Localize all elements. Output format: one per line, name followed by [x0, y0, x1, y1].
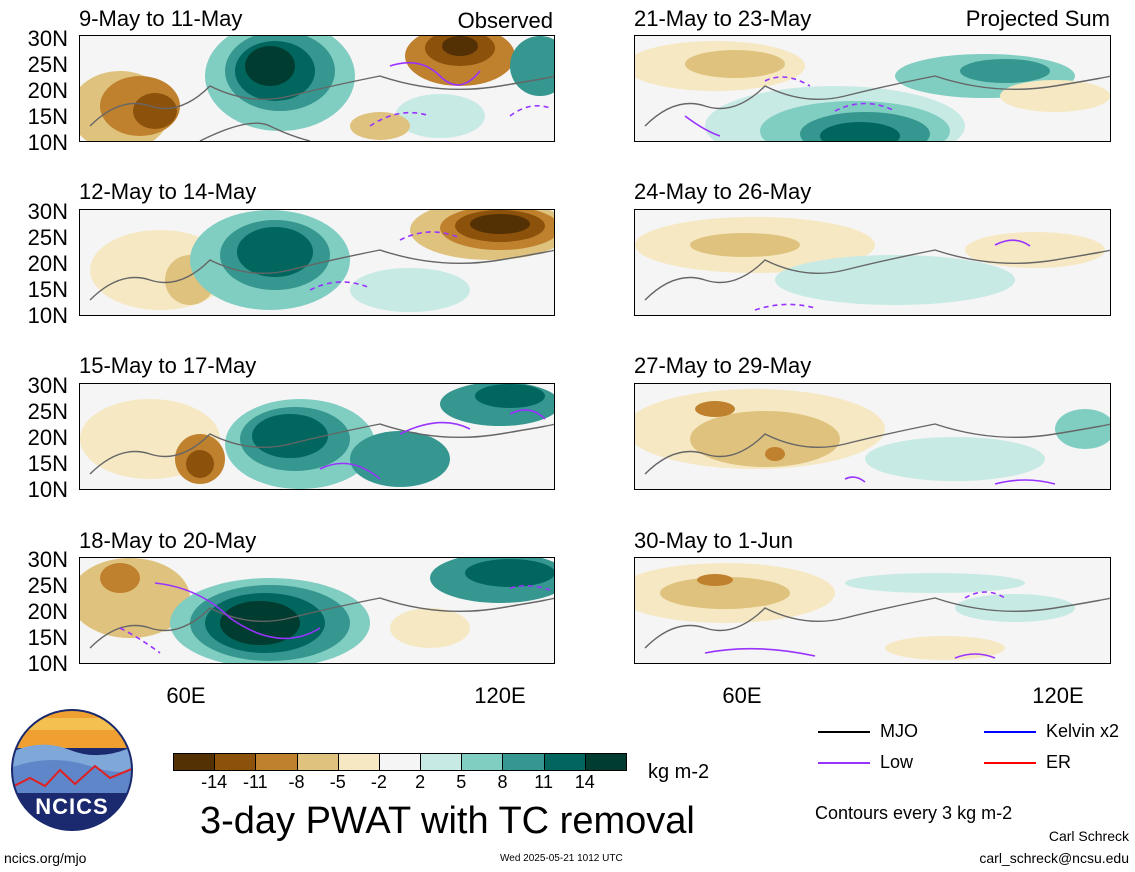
- legend-er-line: [984, 762, 1036, 764]
- colorbar-tick-label: -2: [370, 772, 387, 792]
- panel-title-8: 30-May to 1-Jun: [634, 528, 793, 553]
- colorbar-swatch: [214, 753, 257, 771]
- colorbar-swatch: [461, 753, 504, 771]
- contour-note: Contours every 3 kg m-2: [815, 803, 1013, 823]
- url-text: ncics.org/mjo: [4, 850, 87, 866]
- y-tick-label: 15N: [27, 277, 68, 302]
- legend-mjo-line: [818, 731, 870, 733]
- author-email: carl_schreck@ncsu.edu: [979, 850, 1129, 866]
- panel-title-5: 15-May to 17-May: [79, 353, 257, 378]
- x-tick-label: 60E: [166, 683, 206, 708]
- colorbar-tick-label: -8: [288, 772, 305, 792]
- panel-label-observed: Observed: [457, 8, 553, 33]
- pwat-anomaly-map: [635, 210, 1110, 315]
- y-tick-label: 20N: [27, 599, 68, 624]
- ncics-logo-icon: [11, 709, 133, 831]
- map-panel-24-26-may: [634, 209, 1111, 316]
- panel-title-1: 9-May to 11-May: [79, 6, 243, 31]
- y-tick-label: 25N: [27, 52, 68, 77]
- map-panel-9-11-may: [79, 35, 555, 142]
- colorbar-swatch: [584, 753, 627, 771]
- pwat-anomaly-map: [80, 210, 554, 315]
- y-tick-label: 10N: [27, 130, 68, 155]
- y-tick-label: 25N: [27, 573, 68, 598]
- pwat-anomaly-map: [635, 384, 1110, 489]
- x-tick-label: 120E: [474, 683, 526, 708]
- map-panel-27-29-may: [634, 383, 1111, 490]
- colorbar-swatch: [378, 753, 422, 771]
- map-panel-21-23-may: [634, 35, 1111, 142]
- colorbar-tick-label: 2: [415, 772, 426, 792]
- colorbar-swatches: [173, 753, 627, 771]
- colorbar-swatch: [420, 753, 463, 771]
- legend-er-label: ER: [1046, 752, 1072, 772]
- y-tick-label: 30N: [27, 373, 68, 398]
- colorbar-swatch: [502, 753, 545, 771]
- y-tick-label: 20N: [27, 78, 68, 103]
- x-tick-label: 120E: [1032, 683, 1084, 708]
- legend-kelvin-line: [984, 731, 1036, 733]
- panel-label-projected: Projected Sum: [965, 6, 1110, 31]
- panel-title-3: 12-May to 14-May: [79, 179, 257, 204]
- ncics-logo: NCICS: [10, 708, 134, 832]
- y-tick-label: 10N: [27, 477, 68, 502]
- y-tick-label: 15N: [27, 104, 68, 129]
- map-panel-30-may-1-jun: [634, 557, 1111, 664]
- legend-mjo-label: MJO: [880, 721, 918, 741]
- pwat-anomaly-map: [635, 36, 1110, 141]
- pwat-anomaly-map: [80, 384, 554, 489]
- panel-title-4: 24-May to 26-May: [634, 179, 812, 204]
- panel-title-7: 18-May to 20-May: [79, 528, 257, 553]
- pwat-anomaly-map: [80, 558, 554, 663]
- colorbar-swatch: [543, 753, 586, 771]
- x-tick-label: 60E: [722, 683, 762, 708]
- legend-low-label: Low: [880, 752, 914, 772]
- author-name: Carl Schreck: [1048, 828, 1129, 844]
- y-tick-label: 25N: [27, 225, 68, 250]
- y-tick-label: 20N: [27, 425, 68, 450]
- colorbar-tick-label: 11: [534, 772, 553, 792]
- y-tick-label: 30N: [27, 547, 68, 572]
- timestamp: Wed 2025-05-21 1012 UTC: [500, 853, 623, 864]
- colorbar-swatch: [337, 753, 380, 771]
- y-tick-label: 15N: [27, 625, 68, 650]
- logo-text: NCICS: [35, 794, 109, 819]
- colorbar-tick-label: 5: [456, 772, 467, 792]
- colorbar-swatch: [255, 753, 298, 771]
- colorbar-unit: kg m-2: [648, 761, 710, 783]
- colorbar-tick-label: -11: [243, 772, 268, 792]
- map-panel-12-14-may: [79, 209, 555, 316]
- y-tick-label: 25N: [27, 399, 68, 424]
- colorbar-tick-label: 8: [497, 772, 508, 792]
- colorbar-swatch: [173, 753, 216, 771]
- panel-title-6: 27-May to 29-May: [634, 353, 812, 378]
- colorbar-labels: -14 -11 -8 -5 -2 2 5 8 11 14: [173, 773, 626, 793]
- y-tick-label: 15N: [27, 451, 68, 476]
- y-tick-label: 10N: [27, 303, 68, 328]
- y-tick-label: 20N: [27, 251, 68, 276]
- panel-title-2: 21-May to 23-May: [634, 6, 812, 31]
- y-tick-label: 10N: [27, 651, 68, 676]
- colorbar-swatch: [296, 753, 339, 771]
- map-panel-18-20-may: [79, 557, 555, 664]
- map-panel-15-17-may: [79, 383, 555, 490]
- colorbar-tick-label: -14: [201, 772, 228, 792]
- legend-kelvin-label: Kelvin x2: [1046, 721, 1120, 741]
- pwat-anomaly-map: [635, 558, 1110, 663]
- pwat-anomaly-map: [80, 36, 554, 141]
- colorbar-tick-label: 14: [574, 772, 595, 792]
- y-tick-label: 30N: [27, 199, 68, 224]
- legend-low-line: [818, 762, 870, 764]
- y-tick-label: 30N: [27, 26, 68, 51]
- colorbar: -14 -11 -8 -5 -2 2 5 8 11 14: [173, 753, 627, 793]
- colorbar-tick-label: -5: [329, 772, 346, 792]
- main-title: 3-day PWAT with TC removal: [200, 800, 695, 842]
